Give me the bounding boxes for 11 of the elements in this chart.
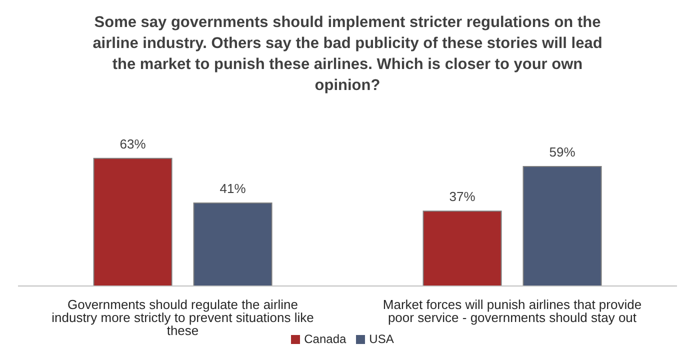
- data-label: 37%: [449, 189, 476, 204]
- bar: [522, 166, 602, 286]
- bar: [422, 210, 502, 286]
- legend-label: USA: [369, 332, 394, 346]
- data-label: 41%: [220, 180, 246, 196]
- bar: [193, 202, 272, 286]
- data-label: 59%: [549, 144, 576, 160]
- x-tick-label: Market forces will punish airlines that provide poor service - governments should stay out: [382, 297, 642, 326]
- data-label: 63%: [120, 136, 146, 152]
- bar: [93, 158, 172, 286]
- chart-title: Some say governments should implement stricter regulations on the airline industry. Others say the bad publicity of these stories will lead the market to punish these airlines. Which is closer to your own opinion?: [92, 13, 604, 96]
